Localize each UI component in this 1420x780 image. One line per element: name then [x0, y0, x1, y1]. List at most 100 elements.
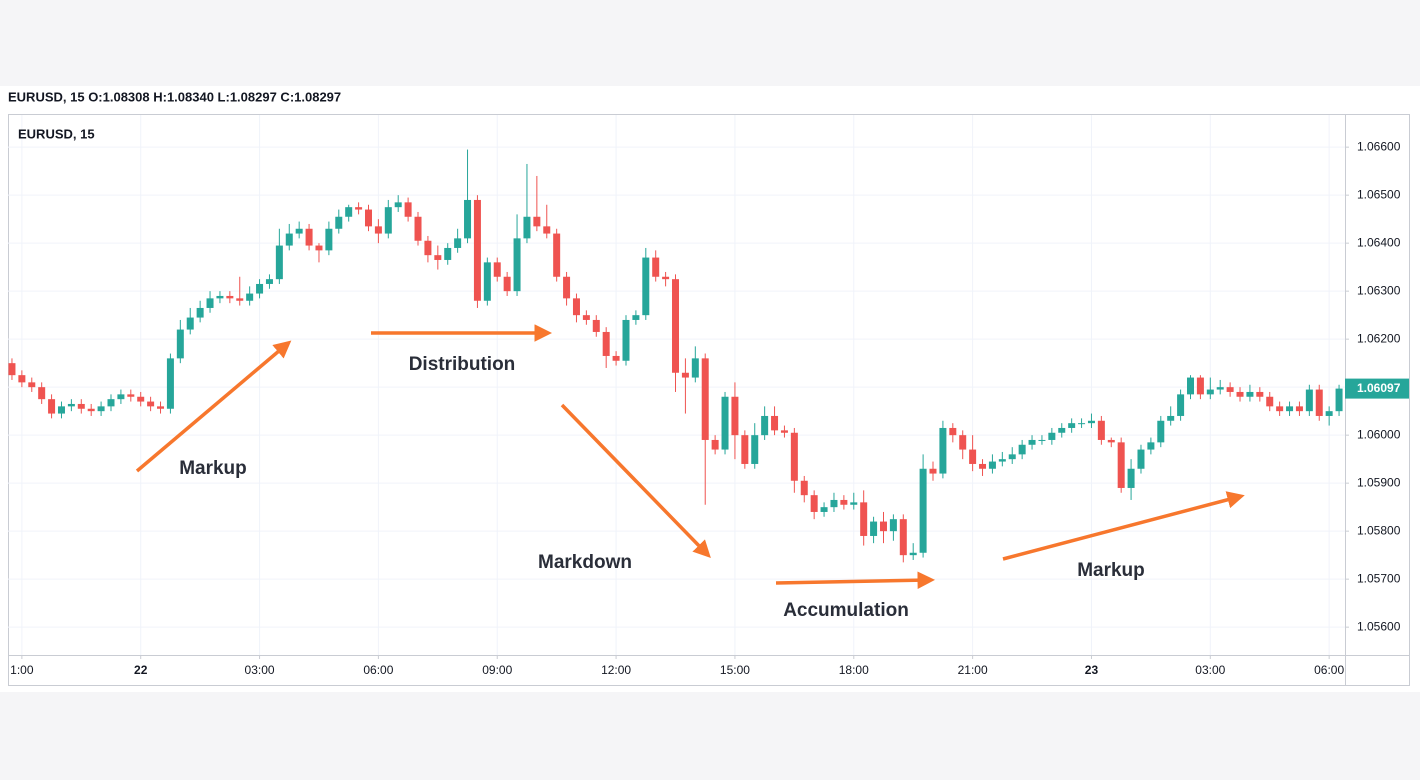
- candle-body: [1127, 468, 1135, 488]
- annotation: Markup: [179, 458, 247, 479]
- candle-body: [454, 238, 462, 248]
- candle-body: [929, 468, 937, 474]
- candle-body: [1187, 377, 1195, 395]
- candle-body: [969, 449, 977, 464]
- candle-body: [1038, 439, 1046, 441]
- candle-body: [414, 216, 422, 241]
- x-tick-label: 18:00: [839, 663, 869, 677]
- candle-body: [364, 209, 372, 227]
- x-tick-label: 03:00: [1195, 663, 1225, 677]
- candle-body: [909, 552, 917, 556]
- x-tick-label: 1:00: [10, 663, 34, 677]
- candle-body: [1305, 389, 1313, 412]
- arrow: [135, 340, 292, 473]
- candle-body: [563, 276, 571, 299]
- candle-body: [97, 406, 105, 412]
- y-tick-label: 1.06600: [1357, 139, 1401, 153]
- candle-body: [662, 276, 670, 280]
- annotations: [135, 324, 1245, 589]
- candle-body: [850, 502, 858, 505]
- candle-body: [513, 238, 521, 292]
- candle-body: [899, 519, 907, 556]
- candle-body: [998, 459, 1006, 462]
- candle-body: [840, 499, 848, 505]
- frame: [8, 114, 1410, 686]
- candle-body: [67, 403, 75, 407]
- candle-body: [335, 216, 343, 229]
- x-tick-label: 03:00: [245, 663, 275, 677]
- candle-body: [384, 207, 392, 234]
- candle-body: [166, 358, 174, 409]
- candle-body: [1335, 388, 1343, 412]
- candle-body: [1117, 442, 1125, 488]
- y-tick-label: 1.05600: [1357, 619, 1401, 633]
- x-tick-label: 06:00: [1314, 663, 1344, 677]
- candle-body: [444, 247, 452, 260]
- candle-body: [602, 331, 610, 356]
- candle-body: [493, 262, 501, 277]
- candle-body: [503, 276, 511, 292]
- candle-body: [196, 307, 204, 318]
- candle-body: [1107, 439, 1115, 443]
- candle-body: [612, 355, 620, 361]
- candle-body: [1068, 423, 1076, 428]
- x-tick-label: 21:00: [958, 663, 988, 677]
- candle-body: [919, 468, 927, 553]
- candle-body: [751, 435, 759, 464]
- candle-body: [315, 245, 323, 251]
- candle-body: [582, 315, 590, 320]
- candle-body: [800, 480, 808, 496]
- candle-body: [1157, 420, 1165, 443]
- arrow: [560, 403, 711, 559]
- candle-body: [295, 228, 303, 234]
- candle-body: [176, 329, 184, 359]
- candle-body: [592, 319, 600, 332]
- candle-body: [8, 363, 16, 376]
- candle-body: [1325, 411, 1333, 416]
- candle-body: [1226, 387, 1234, 392]
- candle-body: [1246, 391, 1254, 397]
- candle-body: [1028, 439, 1036, 445]
- candle-body: [117, 394, 125, 400]
- x-tick-label: 22: [134, 663, 148, 677]
- candle-body: [434, 255, 442, 260]
- candle-body: [830, 499, 838, 508]
- candle-body: [87, 408, 95, 412]
- candle-body: [523, 216, 531, 239]
- y-tick-label: 1.06000: [1357, 427, 1401, 441]
- candle-body: [157, 406, 165, 409]
- candle-body: [731, 396, 739, 436]
- y-tick-label: 1.06500: [1357, 187, 1401, 201]
- candle-body: [1147, 442, 1155, 450]
- candle-body: [711, 439, 719, 450]
- candle-body: [691, 358, 699, 378]
- candle-body: [1097, 420, 1105, 440]
- candle-body: [949, 427, 957, 436]
- candle-body: [681, 372, 689, 378]
- candle-body: [1216, 387, 1224, 390]
- candle-body: [572, 298, 580, 316]
- candle-body: [473, 199, 481, 301]
- candle-body: [1236, 391, 1244, 397]
- status-line: EURUSD, 15 O:1.08308 H:1.08340 L:1.08297…: [8, 89, 341, 104]
- candle-body: [870, 521, 878, 536]
- candle-body: [1177, 394, 1185, 416]
- candle-body: [889, 519, 897, 532]
- candle-body: [256, 283, 264, 294]
- arrow: [775, 571, 935, 589]
- candle-body: [1276, 406, 1284, 412]
- candle-body: [1008, 454, 1016, 460]
- candle-body: [1018, 444, 1026, 455]
- candle-body: [701, 358, 709, 440]
- candle-body: [860, 502, 868, 536]
- candle-body: [147, 401, 155, 407]
- candle-body: [226, 295, 234, 299]
- candle-body: [275, 245, 283, 280]
- candle-body: [325, 228, 333, 251]
- annotation: Markdown: [538, 552, 632, 573]
- y-tick-label: 1.05900: [1357, 475, 1401, 489]
- candle-body: [394, 202, 402, 208]
- candle-body: [790, 432, 798, 481]
